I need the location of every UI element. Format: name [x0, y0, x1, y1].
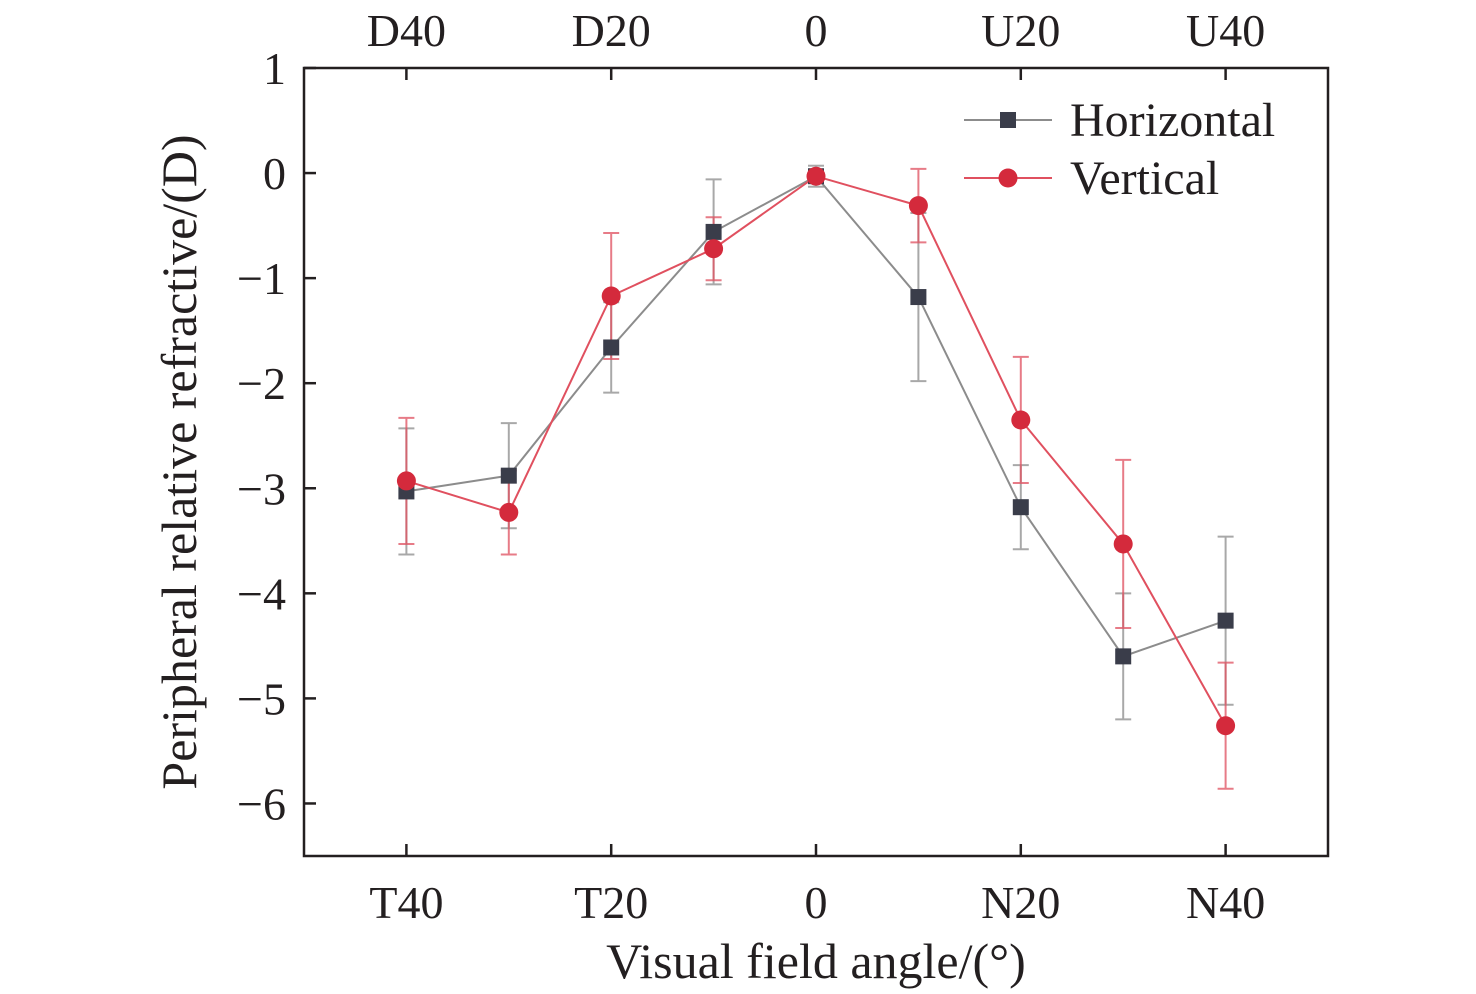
vertical-point	[499, 502, 519, 522]
x-top-tick-label: 0	[805, 5, 828, 56]
x-axis-title: Visual field angle/(°)	[606, 933, 1026, 989]
x-top-tick-label: D40	[367, 5, 446, 56]
legend-label-horizontal: Horizontal	[1070, 94, 1275, 147]
legend-label-vertical: Vertical	[1070, 152, 1219, 205]
markers-layer	[396, 166, 1236, 736]
y-tick-label: −1	[237, 253, 286, 304]
horizontal-point	[1115, 648, 1132, 665]
y-tick-label: −4	[237, 568, 286, 619]
vertical-point	[601, 286, 621, 306]
vertical-point	[396, 471, 416, 491]
y-tick-label: 1	[263, 43, 286, 94]
horizontal-point	[910, 289, 927, 306]
vertical-point	[1011, 410, 1031, 430]
horizontal-series-line	[406, 174, 1226, 658]
vertical-point	[1113, 534, 1133, 554]
legend-marker-horizontal	[1000, 112, 1016, 128]
errorbar-layer	[398, 164, 1234, 790]
y-tick-label: −3	[237, 463, 286, 514]
vertical-point	[1216, 716, 1236, 736]
legend-marker-vertical	[998, 168, 1018, 188]
x-tick-label: T20	[574, 877, 648, 928]
x-top-tick-label: U20	[981, 5, 1060, 56]
vertical-point	[806, 166, 826, 186]
horizontal-point	[1217, 612, 1234, 629]
x-tick-label: 0	[805, 877, 828, 928]
x-tick-label: N20	[981, 877, 1060, 928]
x-top-tick-label: D20	[572, 5, 651, 56]
horizontal-point	[500, 467, 517, 484]
y-tick-label: −5	[237, 673, 286, 724]
vertical-point	[704, 239, 724, 259]
x-top-tick-label: U40	[1186, 5, 1265, 56]
horizontal-point	[705, 223, 722, 240]
x-tick-label: T40	[369, 877, 443, 928]
x-tick-label: N40	[1186, 877, 1265, 928]
y-axis-title: Peripheral relative refractive/(D)	[151, 134, 207, 789]
y-tick-label: −6	[237, 778, 286, 829]
ticks-layer: T40 T20 0 N20 N40 D40 D20 0 U20 U40 1 0 −1 −2 −3 −4 −5 −6	[237, 5, 1265, 928]
horizontal-point	[603, 339, 620, 356]
vertical-point	[908, 196, 928, 216]
y-tick-label: 0	[263, 148, 286, 199]
horizontal-point	[1012, 499, 1029, 516]
y-tick-label: −2	[237, 358, 286, 409]
lines-layer	[406, 174, 1227, 727]
